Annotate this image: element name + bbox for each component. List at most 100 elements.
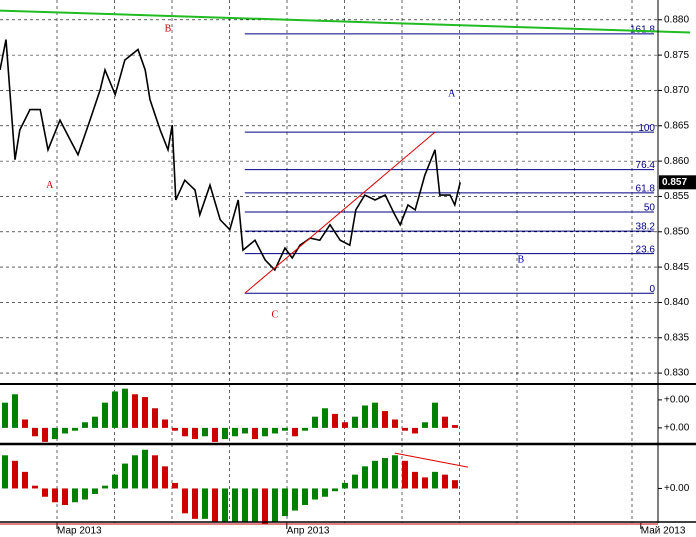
y-tick-label: +0.00 [664,395,690,406]
histogram-bar [202,427,208,437]
histogram-bar [172,427,178,431]
fib-label: 76.4 [636,160,656,171]
histogram-bar [452,480,458,489]
wave-label: A [448,88,456,99]
histogram-bar [442,416,448,428]
fib-label: 0 [649,284,655,295]
series-line [0,9,691,34]
x-tick-label: Мар 2013 [57,526,102,537]
x-tick-label: Апр 2013 [287,526,330,537]
histogram-bar [262,427,268,437]
histogram-bar [92,416,98,428]
last-price-label: 0.857 [662,177,687,188]
histogram-bar [302,488,308,506]
histogram-bar [42,488,48,497]
histogram-bar [352,474,358,489]
y-tick-label: 0.855 [664,191,689,202]
histogram-bar [292,427,298,437]
histogram-bar [372,402,378,428]
histogram-bar [342,422,348,428]
histogram-bar [142,397,148,428]
histogram-bar [332,488,338,492]
histogram-bar [222,488,228,522]
histogram-bar [182,488,188,514]
histogram-bar [192,488,198,519]
histogram-bar [82,488,88,500]
wave-label: B [165,23,172,34]
y-tick-label: 0.850 [664,226,689,237]
histogram-bar [422,477,428,489]
histogram-bar [82,422,88,428]
histogram-bar [282,427,288,431]
histogram-bar [52,427,58,440]
fib-label: 38.2 [636,222,656,233]
y-tick-label: 0.875 [664,50,689,61]
histogram-bar [432,471,438,489]
histogram-bar [412,427,418,434]
y-tick-label: 0.865 [664,120,689,131]
histogram-bar [112,391,118,428]
histogram-bar [122,463,128,489]
y-tick-label: 0.860 [664,156,689,167]
histogram-bar [292,488,298,511]
histogram-bar [232,488,238,522]
histogram-bar [142,449,148,489]
histogram-bar [152,455,158,489]
histogram-bar [362,405,368,428]
histogram-bar [192,427,198,440]
histogram-bar [212,427,218,442]
fib-label: 100 [638,123,655,134]
histogram-bar [382,411,388,428]
histogram-bar [32,427,38,437]
histogram-bar [432,402,438,428]
x-tick-label: Май 2013 [641,526,686,537]
histogram-bar [92,488,98,494]
histogram-bar [392,455,398,489]
y-tick-label: 0.845 [664,262,689,273]
histogram-bar [122,388,128,428]
series-line [244,131,436,294]
histogram-bar [132,455,138,489]
histogram-bar [182,427,188,437]
histogram-bar [322,408,328,428]
wave-label: C [271,309,278,320]
histogram-bar [12,460,18,489]
histogram-bar [302,427,308,431]
wave-label: B [517,254,524,265]
y-tick-label: 0.835 [664,332,689,343]
histogram-bar [172,482,178,489]
histogram-bar [322,488,328,497]
histogram-bar [162,466,168,489]
histogram-bar [312,488,318,500]
histogram-bar [202,488,208,519]
histogram-bar [252,427,258,440]
histogram-bar [162,419,168,428]
histogram-bar [212,488,218,522]
histogram-bar [12,394,18,428]
histogram-bar [352,416,358,428]
y-tick-label: 0.830 [664,368,689,379]
fib-label: 61.8 [636,184,656,195]
fib-label: 50 [644,203,656,214]
histogram-bar [222,427,228,440]
histogram-bar [2,402,8,428]
histogram-bar [32,485,38,489]
histogram-bar [232,427,238,437]
histogram-bar [402,460,408,489]
histogram-bar [312,416,318,428]
histogram-bar [252,488,258,522]
y-tick-label: 0.880 [664,14,689,25]
wave-label: A [46,180,54,191]
histogram-bar [422,422,428,428]
histogram-bar [132,394,138,428]
histogram-bar [22,471,28,489]
histogram-bar [362,466,368,489]
histogram-bar [272,488,278,522]
histogram-bar [242,488,248,522]
histogram-bar [62,427,68,434]
histogram-bar [282,488,288,517]
histogram-bar [452,425,458,428]
histogram-bar [102,402,108,428]
histogram-bar [412,471,418,489]
